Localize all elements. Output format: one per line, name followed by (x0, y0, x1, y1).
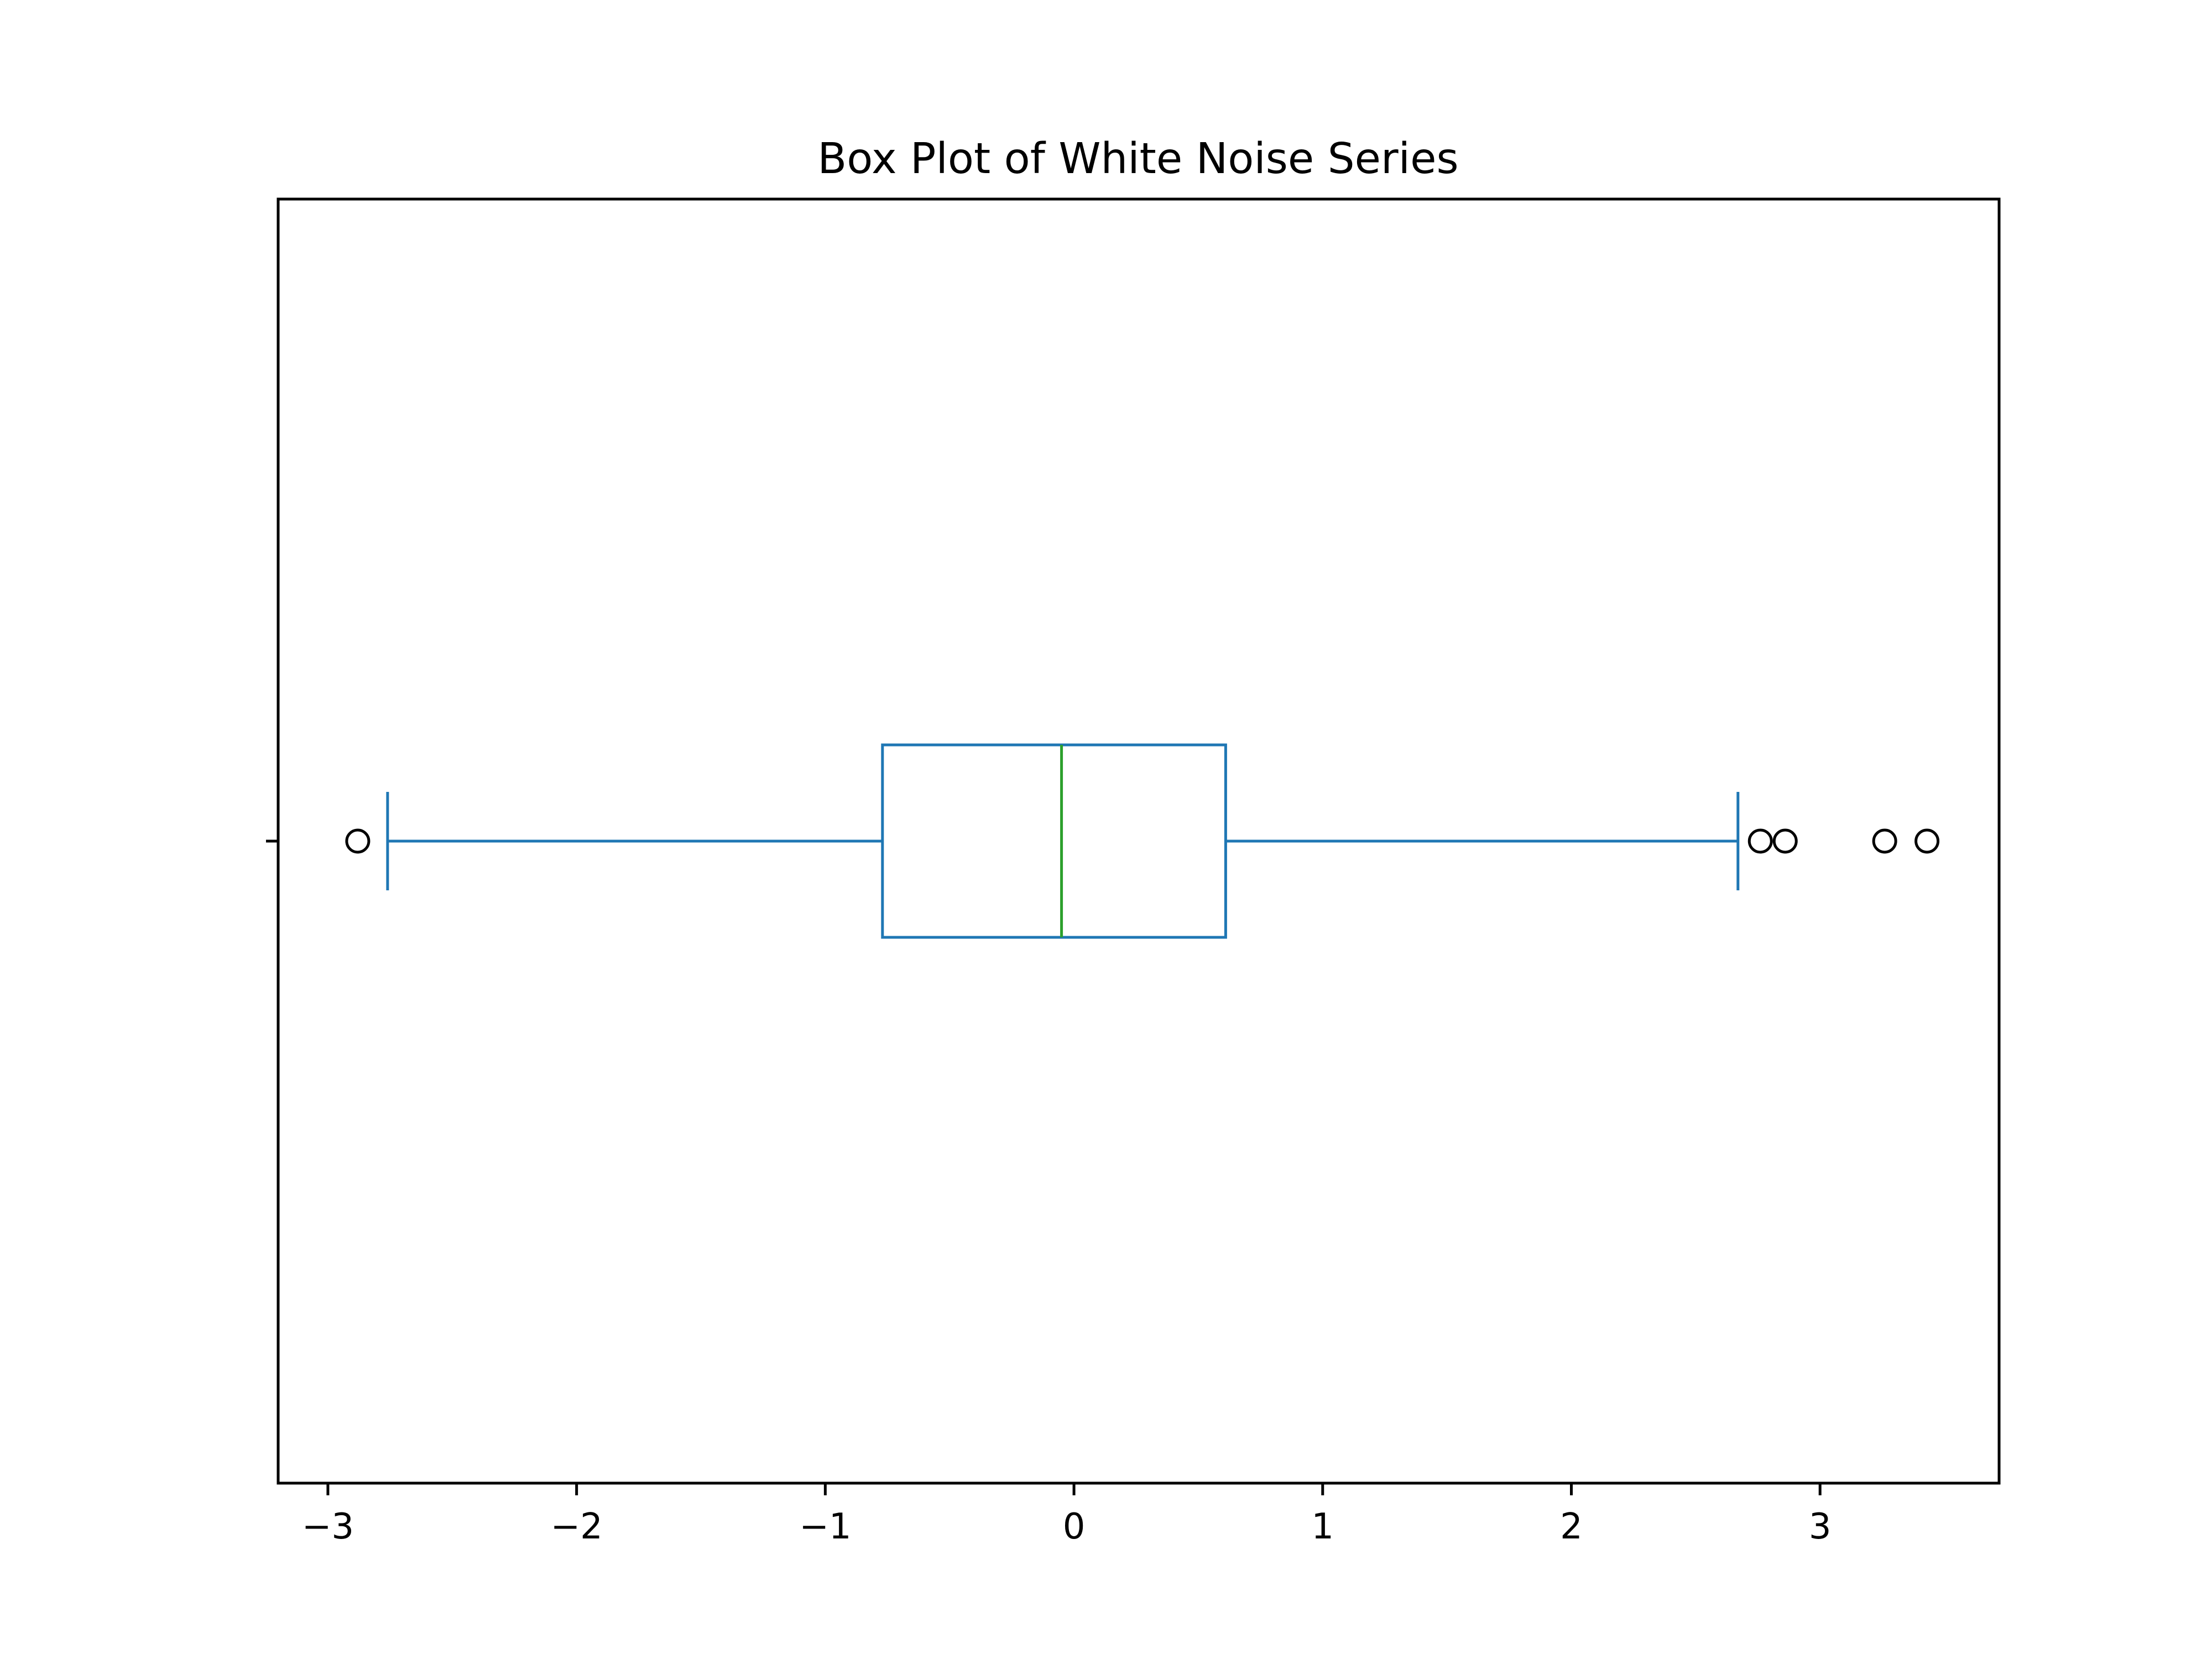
outlier-point (1772, 828, 1798, 854)
x-tick-label: −1 (799, 1506, 851, 1547)
x-tick-label: 0 (1063, 1506, 1086, 1547)
outlier-point (1914, 828, 1940, 854)
x-tick-label: −3 (302, 1506, 354, 1547)
plot-area: −3 −2 −1 0 1 2 3 (266, 197, 2001, 1547)
outlier-point (1747, 828, 1773, 854)
x-tick-label: 3 (1809, 1506, 1832, 1547)
x-tick-label: −2 (550, 1506, 602, 1547)
chart-title: Box Plot of White Noise Series (817, 134, 1458, 184)
outlier-point (345, 828, 371, 854)
x-tick-label: 1 (1311, 1506, 1334, 1547)
iqr-box (881, 743, 1227, 939)
outlier-point (1872, 828, 1897, 854)
x-tick-label: 2 (1560, 1506, 1583, 1547)
